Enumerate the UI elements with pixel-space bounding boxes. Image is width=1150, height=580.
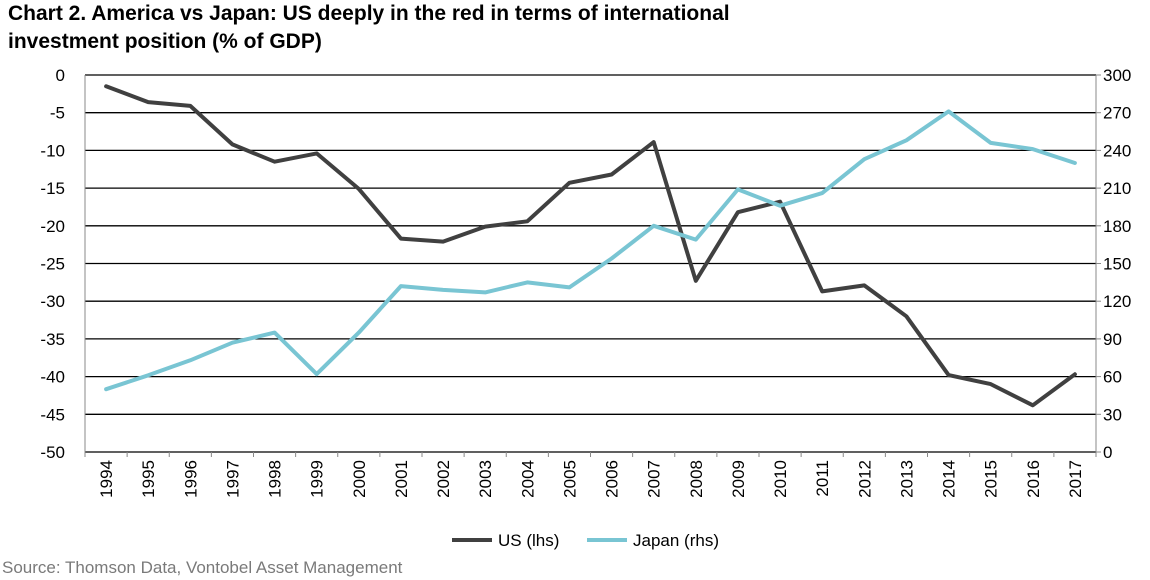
left-tick-label: -10 [40,141,65,160]
chart-title: Chart 2. America vs Japan: US deeply in … [8,0,908,56]
left-tick-label: -5 [50,104,65,123]
x-tick-label: 2006 [603,460,622,498]
x-tick-label: 2002 [434,460,453,498]
left-axis-ticks: 0 -5 -10 -15 -20 -25 -30 -35 -40 -45 -50 [40,66,65,462]
x-tick-label: 1998 [266,460,285,498]
series-line-japan [104,109,1077,392]
right-tick-label: 0 [1103,443,1112,462]
left-tick-label: -15 [40,179,65,198]
right-tick-label: 120 [1103,292,1131,311]
left-tick-label: -50 [40,443,65,462]
x-tick-label: 2015 [982,460,1001,498]
legend: US (lhs) Japan (rhs) [452,531,719,550]
legend-label: Japan (rhs) [633,531,719,550]
left-tick-label: -20 [40,217,65,236]
x-tick-label: 2005 [560,460,579,498]
x-tick-label: 1999 [308,460,327,498]
left-tick-label: -25 [40,255,65,274]
x-tick-label: 2007 [645,460,664,498]
right-tick-label: 180 [1103,217,1131,236]
x-tick-label: 1997 [223,460,242,498]
right-tick-label: 270 [1103,104,1131,123]
right-tick-label: 150 [1103,255,1131,274]
x-tick-label: 2016 [1024,460,1043,498]
x-tick-label: 1996 [181,460,200,498]
x-tick-label: 2004 [518,460,537,498]
right-tick-label: 240 [1103,141,1131,160]
series-lines [104,84,1077,408]
x-tick-label: 2008 [687,460,706,498]
right-tick-label: 60 [1103,368,1122,387]
left-tick-label: -35 [40,330,65,349]
left-tick-label: -30 [40,292,65,311]
right-tick-label: 30 [1103,405,1122,424]
x-tick-label: 1995 [139,460,158,498]
x-tick-label: 2003 [476,460,495,498]
chart-title-line2: investment position (% of GDP) [8,30,322,53]
legend-label: US (lhs) [498,531,559,550]
x-tick-label: 2009 [729,460,748,498]
x-tick-label: 2012 [855,460,874,498]
gridlines [85,74,1096,453]
right-tick-label: 210 [1103,179,1131,198]
x-tick-label: 2001 [392,460,411,498]
x-tick-label: 2017 [1066,460,1085,498]
right-tick-label: 90 [1103,330,1122,349]
x-tick-label: 2011 [813,460,832,497]
left-tick-label: 0 [56,66,65,85]
x-tick-label: 2014 [940,460,959,498]
x-axis-ticks: 1994 1995 1996 1997 1998 1999 2000 2001 2002 2003… [84,452,1097,498]
source-note: Source: Thomson Data, Vontobel Asset Man… [2,558,403,577]
x-tick-label: 2013 [897,460,916,498]
right-tick-label: 300 [1103,66,1131,85]
x-tick-label: 1994 [97,460,116,498]
x-tick-label: 2000 [350,460,369,498]
chart-title-line1: Chart 2. America vs Japan: US deeply in … [8,2,730,25]
series-line-us [104,84,1077,408]
x-tick-label: 2010 [771,460,790,498]
left-tick-label: -45 [40,405,65,424]
left-tick-label: -40 [40,368,65,387]
